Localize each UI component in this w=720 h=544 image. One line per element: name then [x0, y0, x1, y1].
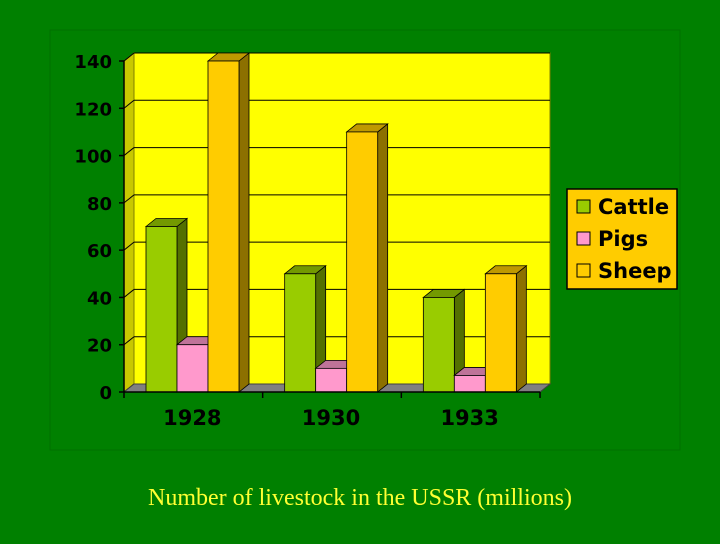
bar-sheep-1928 [207, 60, 240, 393]
y-tick-label: 100 [74, 147, 112, 168]
gridline-side [123, 99, 135, 109]
legend: Cattle Pigs Sheep [566, 188, 678, 290]
bar-cattle-1933 [422, 297, 455, 393]
bar-side-sheep-1928 [238, 52, 250, 393]
bar-side-sheep-1933 [515, 264, 527, 393]
y-tick-label: 80 [87, 194, 112, 215]
bar-sheep-1933 [484, 273, 517, 393]
y-tick-label: 40 [87, 288, 112, 309]
y-tick-label: 20 [87, 336, 112, 357]
x-tick-label: 1930 [302, 406, 360, 430]
gridline-side [123, 336, 135, 346]
y-tick-label: 60 [87, 241, 112, 262]
axes: 0 20 40 60 80 100 120 140 1928 1930 1933 [74, 52, 541, 430]
bar-sheep-1930 [346, 131, 379, 393]
bar-side-sheep-1930 [377, 123, 389, 393]
y-tick-label: 140 [74, 52, 112, 73]
bar-pigs-1933 [453, 375, 486, 393]
bar-pigs-1930 [315, 367, 348, 393]
y-tick-label: 120 [74, 99, 112, 120]
legend-swatch-pigs [576, 231, 591, 246]
x-tick-label: 1933 [440, 406, 498, 430]
legend-swatch-cattle [576, 199, 591, 214]
gridline-side [123, 194, 135, 204]
bar-pigs-1928 [176, 344, 209, 393]
bar-cattle-1930 [284, 273, 317, 393]
bars [144, 52, 528, 393]
gridline-side [123, 241, 135, 251]
bar-cattle-1928 [145, 226, 178, 393]
gridline-side [123, 147, 135, 156]
legend-label-pigs: Pigs [598, 227, 648, 251]
legend-label-sheep: Sheep [598, 259, 672, 283]
gridline-side [123, 52, 135, 62]
gridline-side [123, 289, 135, 298]
x-tick-label: 1928 [163, 406, 221, 430]
slide-caption: Number of livestock in the USSR (million… [148, 485, 572, 511]
y-tick-label: 0 [99, 383, 112, 404]
legend-swatch-sheep [576, 263, 591, 278]
legend-label-cattle: Cattle [598, 195, 669, 219]
